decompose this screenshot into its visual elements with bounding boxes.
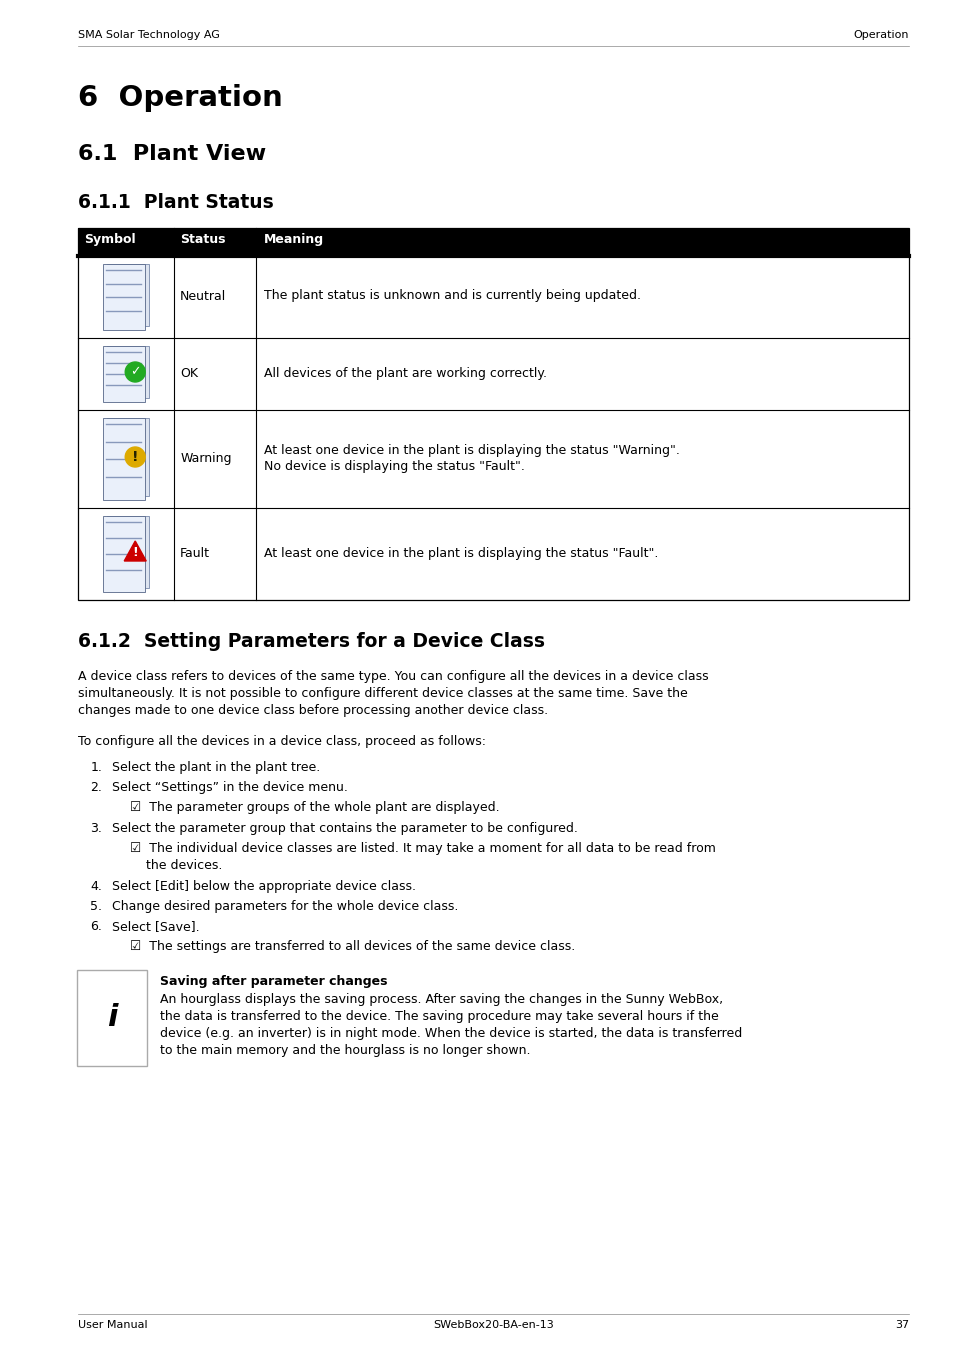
Text: ☑  The individual device classes are listed. It may take a moment for all data t: ☑ The individual device classes are list…	[131, 842, 716, 854]
Text: Select “Settings” in the device menu.: Select “Settings” in the device menu.	[112, 781, 348, 794]
Circle shape	[125, 448, 145, 466]
Text: A device class refers to devices of the same type. You can configure all the dev: A device class refers to devices of the …	[78, 671, 708, 683]
Text: Status: Status	[180, 233, 226, 246]
Bar	[107, 346, 149, 397]
Bar	[107, 418, 149, 496]
Text: Change desired parameters for the whole device class.: Change desired parameters for the whole …	[112, 900, 458, 913]
Text: 6.1.2  Setting Parameters for a Device Class: 6.1.2 Setting Parameters for a Device Cl…	[78, 631, 545, 652]
Text: SMA Solar Technology AG: SMA Solar Technology AG	[78, 30, 220, 41]
Text: 6.1  Plant View: 6.1 Plant View	[78, 145, 266, 164]
Text: An hourglass displays the saving process. After saving the changes in the Sunny : An hourglass displays the saving process…	[160, 992, 722, 1006]
Bar	[78, 228, 908, 256]
Text: To configure all the devices in a device class, proceed as follows:: To configure all the devices in a device…	[78, 735, 486, 748]
Text: ☑  The settings are transferred to all devices of the same device class.: ☑ The settings are transferred to all de…	[131, 940, 575, 953]
Text: SWebBox20-BA-en-13: SWebBox20-BA-en-13	[433, 1320, 554, 1330]
Text: User Manual: User Manual	[78, 1320, 148, 1330]
Text: ✓: ✓	[130, 365, 140, 379]
Bar	[78, 228, 908, 600]
Text: OK: OK	[180, 366, 198, 380]
Text: ☑  The parameter groups of the whole plant are displayed.: ☑ The parameter groups of the whole plan…	[131, 800, 499, 814]
Text: Saving after parameter changes: Saving after parameter changes	[160, 975, 387, 988]
Text: No device is displaying the status "Fault".: No device is displaying the status "Faul…	[264, 460, 524, 473]
Bar	[107, 516, 149, 588]
Text: 37: 37	[894, 1320, 908, 1330]
Bar	[103, 418, 145, 500]
Text: Symbol: Symbol	[84, 233, 135, 246]
Circle shape	[125, 362, 145, 383]
Text: Select [Save].: Select [Save].	[112, 919, 199, 933]
Bar	[107, 264, 149, 326]
Text: Meaning: Meaning	[264, 233, 324, 246]
Text: 3.: 3.	[91, 822, 102, 836]
Text: Warning: Warning	[180, 452, 232, 465]
Text: The plant status is unknown and is currently being updated.: The plant status is unknown and is curre…	[264, 289, 640, 303]
Text: 4.: 4.	[91, 880, 102, 894]
Text: At least one device in the plant is displaying the status "Warning".: At least one device in the plant is disp…	[264, 443, 679, 457]
Text: 6.1.1  Plant Status: 6.1.1 Plant Status	[78, 193, 274, 212]
Bar	[103, 264, 145, 330]
Text: !: !	[132, 546, 138, 560]
Text: Neutral: Neutral	[180, 289, 226, 303]
Text: 2.: 2.	[91, 781, 102, 794]
Text: At least one device in the plant is displaying the status "Fault".: At least one device in the plant is disp…	[264, 546, 658, 560]
Text: to the main memory and the hourglass is no longer shown.: to the main memory and the hourglass is …	[160, 1044, 530, 1057]
Text: 1.: 1.	[91, 761, 102, 773]
FancyBboxPatch shape	[77, 969, 147, 1065]
Text: changes made to one device class before processing another device class.: changes made to one device class before …	[78, 704, 548, 717]
Bar	[103, 346, 145, 402]
Bar	[103, 516, 145, 592]
Text: i: i	[107, 1003, 117, 1033]
Polygon shape	[124, 541, 146, 561]
Text: All devices of the plant are working correctly.: All devices of the plant are working cor…	[264, 366, 547, 380]
Text: Operation: Operation	[853, 30, 908, 41]
Text: 6.: 6.	[91, 919, 102, 933]
Text: !: !	[132, 450, 138, 464]
Text: the data is transferred to the device. The saving procedure may take several hou: the data is transferred to the device. T…	[160, 1010, 719, 1023]
Text: 5.: 5.	[91, 900, 102, 913]
Text: Select [Edit] below the appropriate device class.: Select [Edit] below the appropriate devi…	[112, 880, 416, 894]
Text: 6  Operation: 6 Operation	[78, 84, 283, 112]
Text: Select the plant in the plant tree.: Select the plant in the plant tree.	[112, 761, 320, 773]
Text: Fault: Fault	[180, 548, 210, 560]
Text: device (e.g. an inverter) is in night mode. When the device is started, the data: device (e.g. an inverter) is in night mo…	[160, 1028, 741, 1040]
Text: the devices.: the devices.	[131, 859, 222, 872]
Text: simultaneously. It is not possible to configure different device classes at the : simultaneously. It is not possible to co…	[78, 687, 687, 700]
Text: Select the parameter group that contains the parameter to be configured.: Select the parameter group that contains…	[112, 822, 578, 836]
